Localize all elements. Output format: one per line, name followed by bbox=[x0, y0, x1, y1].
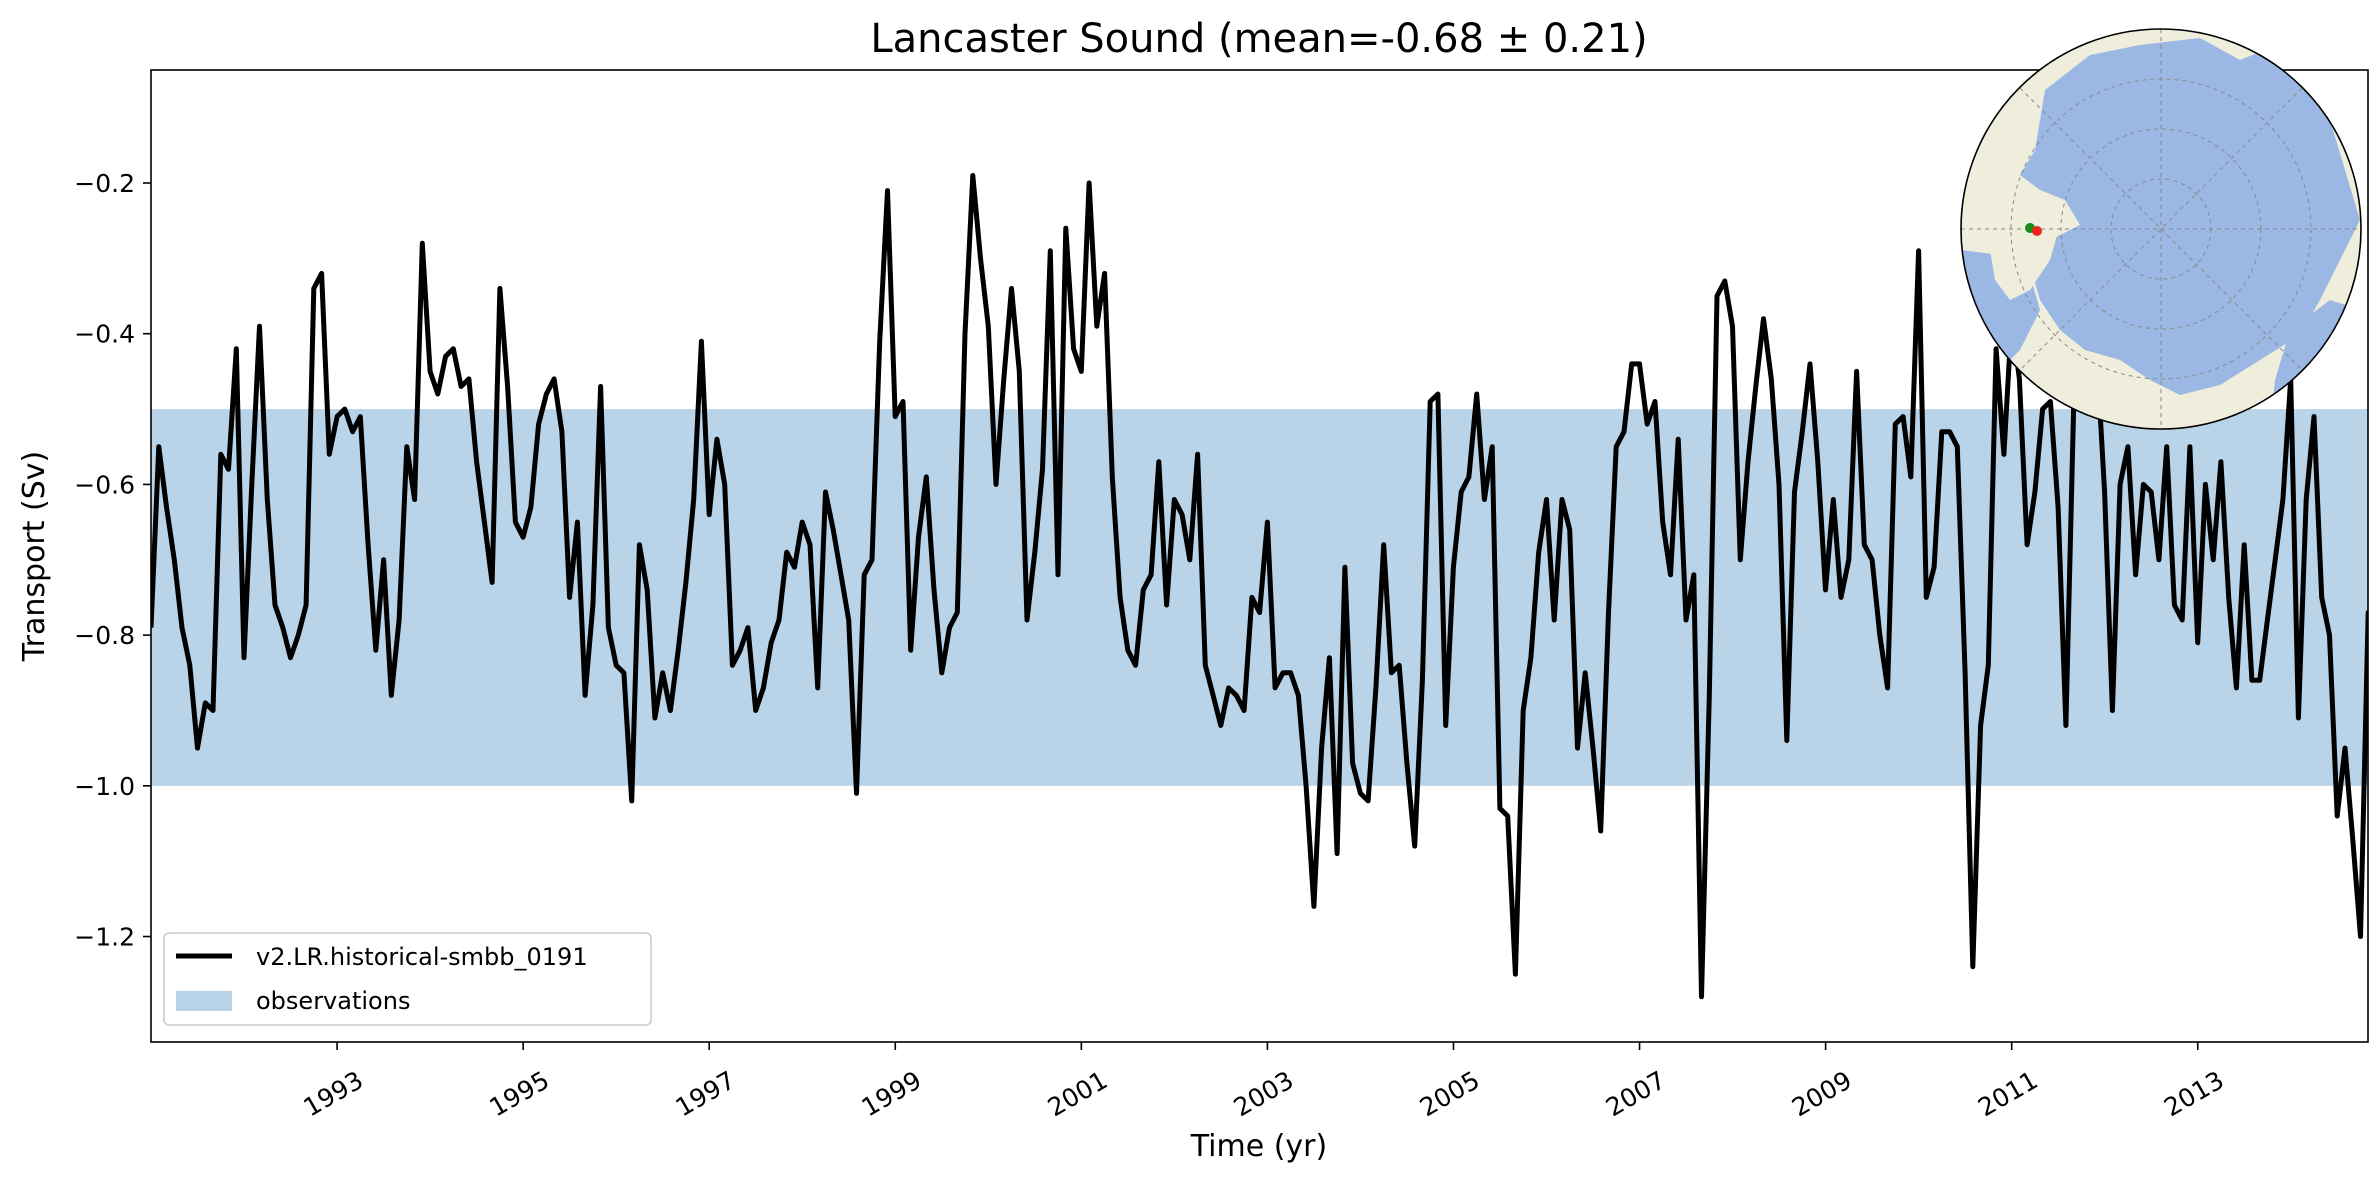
inset-map bbox=[1960, 28, 2362, 430]
chart-title: Lancaster Sound (mean=-0.68 ± 0.21) bbox=[870, 16, 1647, 62]
legend: v2.LR.historical-smbb_0191 observations bbox=[163, 932, 652, 1026]
y-axis: −0.2 −0.4 −0.6 −0.8 −1.0 −1.2 bbox=[74, 169, 151, 952]
y-tick-label: −0.6 bbox=[74, 470, 135, 499]
y-axis-label: Transport (Sv) bbox=[17, 451, 52, 663]
inset-map-border bbox=[1960, 28, 2362, 430]
y-tick-label: −1.2 bbox=[74, 923, 135, 952]
y-tick-label: −0.8 bbox=[74, 621, 135, 650]
plot-area bbox=[150, 69, 2369, 1043]
x-axis-label: Time (yr) bbox=[1190, 1129, 1327, 1164]
arctic-ocean-shape bbox=[2020, 38, 2360, 395]
y-tick-label: −0.4 bbox=[74, 320, 135, 349]
inset-map-ocean bbox=[1961, 29, 2361, 429]
legend-band-swatch bbox=[176, 991, 232, 1011]
y-tick-label: −0.2 bbox=[74, 169, 135, 198]
legend-frame bbox=[163, 932, 652, 1026]
legend-label-series: v2.LR.historical-smbb_0191 bbox=[256, 943, 588, 971]
y-tick-label: −1.0 bbox=[74, 772, 135, 801]
greenland-shape bbox=[1990, 200, 2060, 300]
plot-frame bbox=[150, 69, 2369, 1043]
legend-label-observations: observations bbox=[256, 987, 410, 1015]
inset-marker-red bbox=[2032, 226, 2042, 236]
series-line-v2-lr-historical-smbb-0191 bbox=[151, 173, 2368, 1000]
